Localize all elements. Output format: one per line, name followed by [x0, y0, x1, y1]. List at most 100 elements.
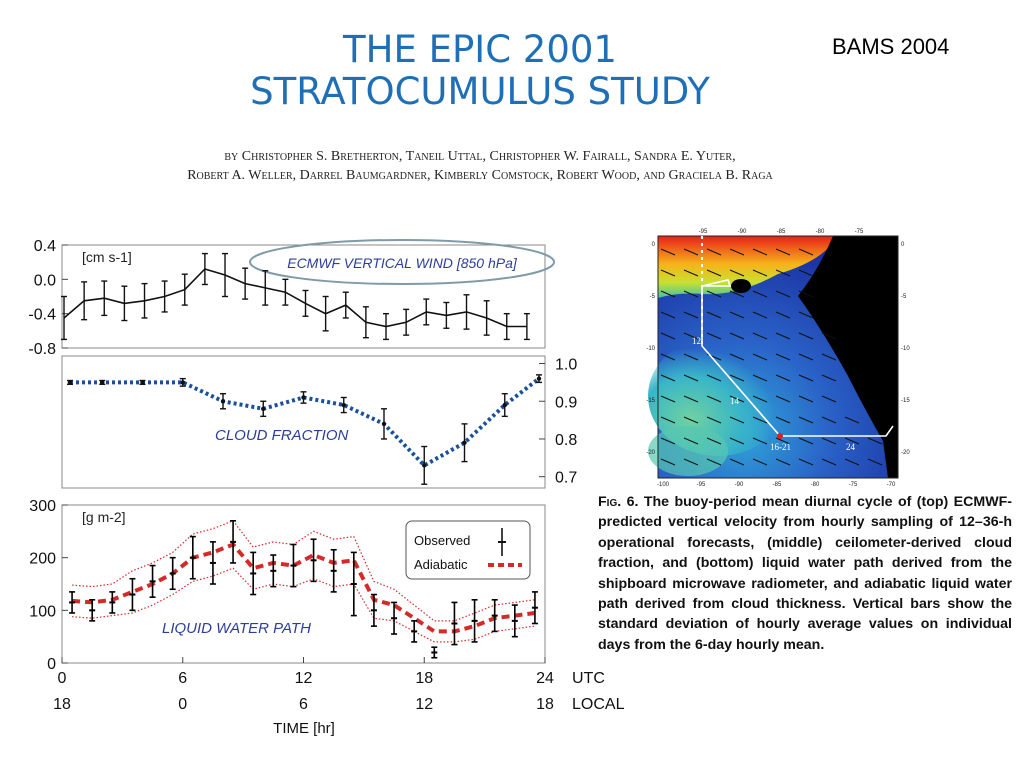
map-bottom-tick: -90	[735, 482, 744, 488]
middle-data-point	[261, 406, 266, 411]
wind-arrow	[821, 395, 837, 403]
wind-arrow	[798, 290, 814, 298]
bottom-ytick-label: 300	[29, 498, 56, 515]
map-bottom-tick: -80	[811, 482, 820, 488]
middle-ytick-label: 0.9	[555, 394, 577, 411]
wind-arrow	[683, 248, 699, 256]
wind-arrow	[683, 353, 699, 361]
wind-arrow	[706, 332, 722, 340]
middle-data-point	[341, 402, 346, 408]
wind-arrow	[706, 458, 722, 466]
ship-track	[701, 279, 894, 437]
map-right-tick: -10	[901, 346, 910, 352]
middle-data-point	[536, 376, 542, 381]
wind-arrow	[775, 458, 791, 466]
xaxis-label: TIME [hr]	[273, 720, 335, 737]
legend-label-observed: Observed	[414, 533, 470, 548]
wind-arrow	[798, 269, 814, 277]
wind-arrow	[660, 332, 676, 340]
track-label: 12	[692, 336, 701, 346]
top-unit-label: [cm s-1]	[82, 249, 132, 265]
middle-data-point	[67, 380, 73, 385]
middle-data-point	[180, 380, 185, 385]
wind-arrow	[706, 269, 722, 277]
wind-arrow	[660, 374, 676, 382]
authors-line2: Robert A. Weller, Darrel Baumgardner, Ki…	[187, 168, 773, 183]
wind-arrow	[683, 437, 699, 445]
wind-arrow	[706, 416, 722, 424]
top-ytick-label: -0.4	[28, 307, 56, 324]
top-ytick-label: 0.4	[34, 238, 56, 255]
journal-tag: BAMS 2004	[832, 34, 950, 59]
map-right-tick: -5	[901, 294, 907, 300]
map-top-tick: -75	[855, 229, 864, 235]
wind-arrow	[660, 458, 676, 466]
wind-arrow	[729, 458, 745, 466]
wind-arrow	[752, 248, 768, 256]
wind-arrow	[729, 248, 745, 256]
middle-data-point	[301, 395, 306, 400]
map-right-tick: -15	[901, 398, 910, 404]
middle-panel-label: CLOUD FRACTION	[215, 427, 349, 444]
wind-arrow	[867, 458, 883, 466]
wind-arrow	[798, 437, 814, 445]
wind-arrow	[729, 374, 745, 382]
wind-arrow	[683, 374, 699, 382]
wind-arrow	[660, 416, 676, 424]
wind-arrow	[683, 458, 699, 466]
xaxis-utc-unit: UTC	[572, 670, 605, 687]
top-label-ellipse	[249, 239, 555, 285]
wind-arrow	[821, 437, 837, 445]
xtick-label-utc: 12	[295, 670, 313, 687]
middle-data-point	[220, 399, 226, 404]
wind-arrow	[844, 458, 860, 466]
wind-arrow	[798, 311, 814, 319]
map-left-tick: -15	[646, 398, 655, 404]
bottom-unit-label: [g m-2]	[82, 509, 126, 525]
map-left-tick: 0	[652, 242, 656, 248]
wind-arrow	[752, 353, 768, 361]
wind-arrow	[752, 290, 768, 298]
caption-text: The buoy-period mean diurnal cycle of (t…	[598, 494, 1012, 653]
wind-arrow	[775, 374, 791, 382]
wind-arrow	[683, 395, 699, 403]
wind-arrow	[706, 395, 722, 403]
wind-arrow	[752, 416, 768, 424]
wind-arrow	[683, 290, 699, 298]
wind-arrow	[729, 416, 745, 424]
wind-arrow	[752, 269, 768, 277]
wind-arrow	[775, 290, 791, 298]
bottom-ytick-label: 100	[29, 603, 56, 620]
track-label: 16-21	[770, 442, 791, 452]
middle-data-point	[502, 402, 507, 408]
middle-data-point	[381, 421, 387, 427]
wind-arrow	[752, 332, 768, 340]
middle-data-point	[100, 380, 105, 385]
caption-fig-label: Fig. 6.	[598, 494, 639, 510]
wind-arrow	[752, 437, 768, 445]
xtick-label-local: 18	[536, 696, 554, 713]
buoy-map: 12 14 16-21 24 -95 -90 -85 -80 -75 -100 -95 -90 -85-…	[638, 222, 916, 490]
xtick-label-local: 12	[415, 696, 433, 713]
map-bottom-tick: -95	[697, 482, 706, 488]
map-top-tick: -85	[777, 229, 786, 235]
wind-arrow	[798, 395, 814, 403]
wind-arrow	[844, 437, 860, 445]
map-frame	[657, 235, 899, 479]
wind-arrow	[775, 395, 791, 403]
wind-arrow	[660, 353, 676, 361]
wind-arrow	[775, 311, 791, 319]
wind-arrow	[775, 269, 791, 277]
wind-arrow	[706, 437, 722, 445]
wind-arrow	[660, 290, 676, 298]
wind-arrow	[729, 269, 745, 277]
page-title-line1: THE EPIC 2001	[343, 28, 617, 71]
middle-panel-frame	[61, 355, 546, 489]
map-top-tick: -95	[699, 229, 708, 235]
xtick-label-local: 18	[53, 696, 71, 713]
map-bottom-tick: -75	[849, 482, 858, 488]
wind-arrow	[752, 458, 768, 466]
wind-arrow	[798, 248, 814, 256]
